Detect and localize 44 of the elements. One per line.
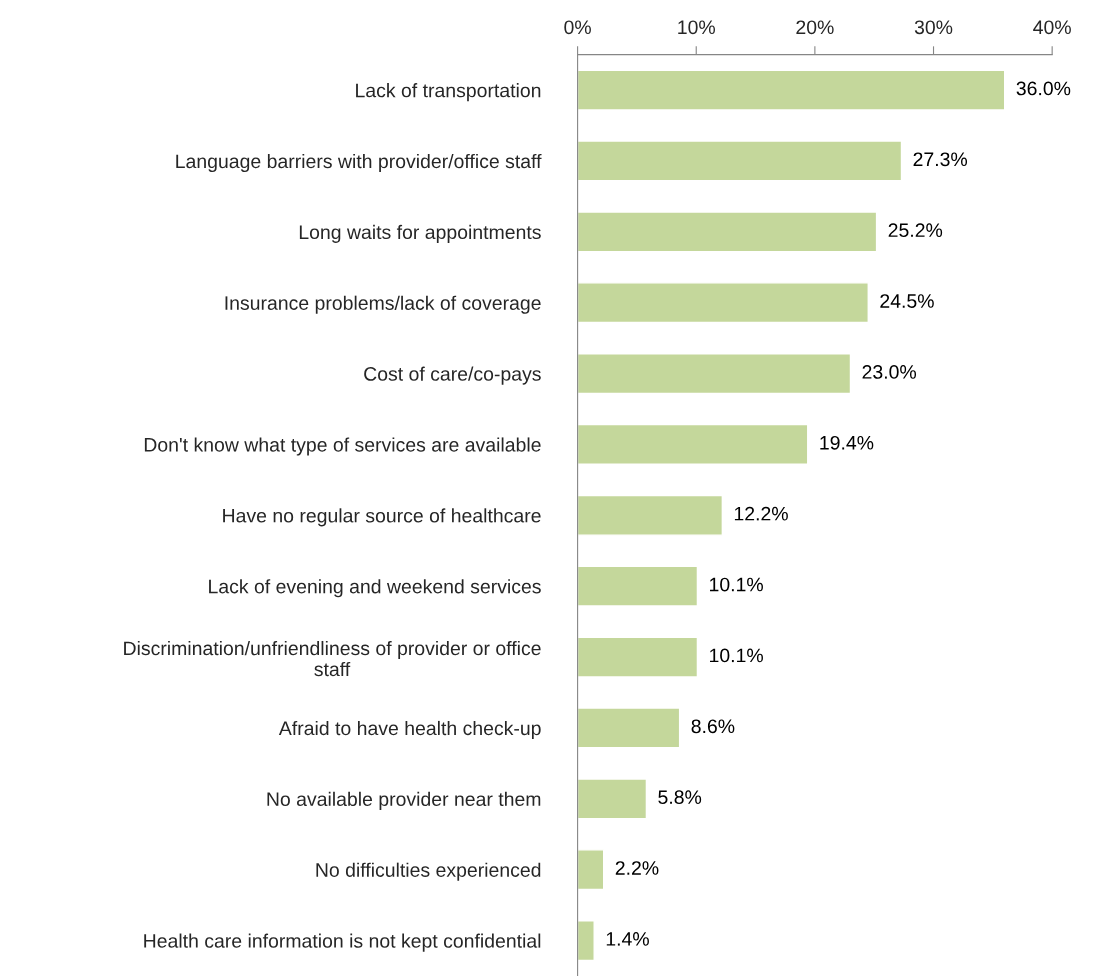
bar <box>577 920 595 962</box>
y-tick-label: Afraid to have health check-up <box>278 720 541 740</box>
bar <box>577 69 1006 111</box>
bar <box>577 849 605 891</box>
y-tick-label: Language barriers with provider/office staff <box>176 153 542 173</box>
x-tick-label: 30% <box>914 20 953 35</box>
x-tick-label: 0% <box>564 20 591 35</box>
y-tick-label: Discrimination/unfriendliness of provider or office staff <box>124 640 541 677</box>
data-label: 27.3% <box>913 152 968 167</box>
y-tick-label: Don't know what type of services are available <box>144 437 541 456</box>
data-label: 25.2% <box>888 223 943 238</box>
data-label: 10.1% <box>710 648 763 663</box>
data-label: 10.1% <box>710 577 763 592</box>
y-tick-label: No difficulties experienced <box>316 862 541 881</box>
data-label: 12.2% <box>734 506 788 521</box>
data-label: 24.5% <box>880 294 934 308</box>
bar <box>577 353 852 395</box>
y-tick-label: Insurance problems/lack of coverage <box>225 295 541 314</box>
y-tick-label: Have no regular source of healthcare <box>223 508 541 527</box>
y-tick-label: Lack of evening and weekend services <box>209 579 541 598</box>
x-tick-label: 10% <box>678 20 715 35</box>
data-label: 1.4% <box>606 932 649 946</box>
data-label: 5.8% <box>658 790 702 805</box>
y-tick-label: Health care information is not kept confidential <box>144 933 541 952</box>
y-tick-label: Cost of care/co-pays <box>364 366 541 385</box>
x-tick-label: 40% <box>1033 20 1071 35</box>
bar <box>577 211 878 253</box>
data-label: 2.2% <box>615 861 659 875</box>
data-label: 23.0% <box>862 365 917 379</box>
data-label: 8.6% <box>691 719 735 734</box>
bar <box>577 636 699 678</box>
bar <box>577 423 809 465</box>
data-label: 36.0% <box>1016 81 1071 96</box>
data-label: 19.4% <box>820 435 874 450</box>
bar <box>577 565 699 607</box>
y-tick-label: Lack of transportation <box>356 83 541 102</box>
bar <box>577 778 648 820</box>
bar <box>577 494 724 536</box>
y-tick-label: No available provider near them <box>267 791 541 810</box>
bar <box>577 707 681 749</box>
bar <box>577 140 903 182</box>
x-tick-label: 20% <box>796 20 834 35</box>
bar <box>577 282 869 324</box>
y-tick-label: Long waits for appointments <box>299 224 541 243</box>
